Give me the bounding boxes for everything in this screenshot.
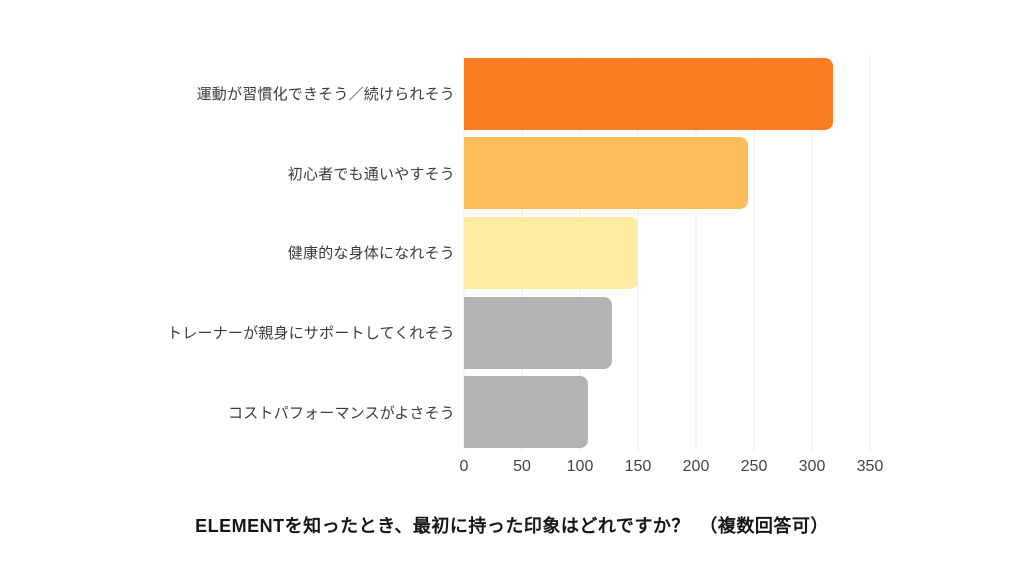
bar-row [464,134,870,214]
bar-row [464,54,870,134]
category-labels: 運動が習慣化できそう／続けられそう初心者でも通いやすそう 健康的な身体になれそうト… [0,54,455,452]
gridline [637,54,639,452]
bar-row [464,372,870,452]
x-tick-label: 150 [624,458,652,475]
category-label: 初心者でも通いやすそう [287,165,455,183]
category-label: トレーナーが親身にサポートしてくれそう [167,325,455,343]
x-axis-ticks: 0 50 100 150 200 250 300 350 [460,458,884,480]
bar [464,296,613,369]
bar [464,216,638,289]
bars-area [464,54,870,452]
category-label: コストパフォーマンスがよさそう [228,404,455,422]
bar-row [464,213,870,293]
x-tick-label: 50 [513,458,531,475]
chart-title: ELEMENTを知ったとき、最初に持った印象はどれですか？ （複数回答可） [195,516,829,536]
x-tick-label: 250 [740,458,768,475]
bar [464,137,749,210]
category-label: 健康的な身体になれそう [287,245,455,263]
category-label: 運動が習慣化できそう／続けられそう [196,86,455,104]
x-tick-label: 0 [459,458,469,475]
x-tick-label: 350 [856,458,884,475]
bar-row [464,293,870,373]
plot-area [463,54,871,452]
x-tick-label: 100 [566,458,594,475]
gridline [753,54,755,452]
gridline [811,54,813,452]
x-tick-label: 200 [682,458,710,475]
x-tick-label: 300 [798,458,826,475]
gridline [695,54,697,452]
gridline [869,54,871,452]
bar [464,57,833,130]
bar [464,376,589,449]
